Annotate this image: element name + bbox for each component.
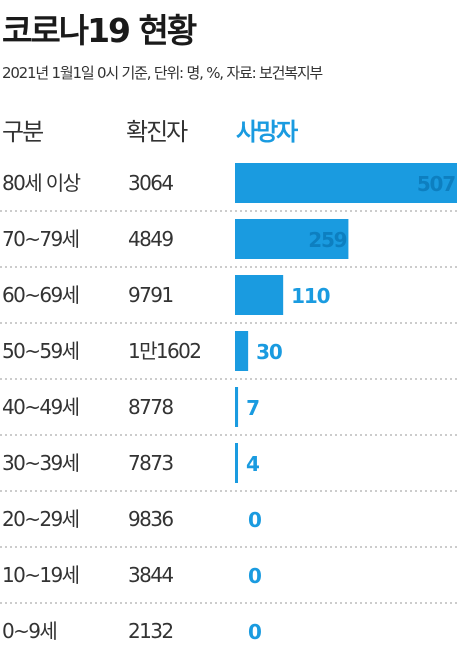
death-value-label: 0 xyxy=(248,620,261,644)
death-bar xyxy=(235,275,284,315)
category-label: 80세 이상 xyxy=(2,171,81,195)
confirmed-value: 9836 xyxy=(128,507,173,531)
death-bar xyxy=(235,387,239,427)
category-label: 0~9세 xyxy=(2,619,56,643)
category-label: 20~29세 xyxy=(2,507,79,531)
death-bar xyxy=(235,163,457,203)
confirmed-value: 2132 xyxy=(128,619,173,643)
death-value-label: 0 xyxy=(248,508,261,532)
header-category: 구분 xyxy=(2,118,44,146)
category-label: 60~69세 xyxy=(2,283,79,307)
death-value-label: 259 xyxy=(308,228,346,252)
death-value-label: 507 xyxy=(417,172,455,196)
death-value-label: 110 xyxy=(291,284,329,308)
chart-subtitle: 2021년 1월1일 0시 기준, 단위: 명, %, 자료: 보건복지부 xyxy=(2,64,323,82)
confirmed-value: 3844 xyxy=(128,563,173,587)
death-bar xyxy=(235,219,349,259)
confirmed-value: 4849 xyxy=(128,227,173,251)
death-bar xyxy=(235,331,249,371)
header-confirmed: 확진자 xyxy=(126,118,188,146)
confirmed-value: 8778 xyxy=(128,395,173,419)
category-label: 30~39세 xyxy=(2,451,79,475)
confirmed-value: 1만1602 xyxy=(128,339,200,363)
confirmed-value: 3064 xyxy=(128,171,173,195)
confirmed-value: 9791 xyxy=(128,283,173,307)
category-label: 10~19세 xyxy=(2,563,79,587)
category-label: 40~49세 xyxy=(2,395,79,419)
category-label: 50~59세 xyxy=(2,339,79,363)
header-deaths: 사망자 xyxy=(236,118,298,146)
death-value-label: 30 xyxy=(256,340,282,364)
confirmed-value: 7873 xyxy=(128,451,173,475)
death-value-label: 4 xyxy=(246,452,259,476)
death-value-label: 7 xyxy=(246,396,259,420)
category-label: 70~79세 xyxy=(2,227,79,251)
death-bar xyxy=(235,443,238,483)
death-value-label: 0 xyxy=(248,564,261,588)
chart-title: 코로나19 현황 xyxy=(2,11,197,50)
